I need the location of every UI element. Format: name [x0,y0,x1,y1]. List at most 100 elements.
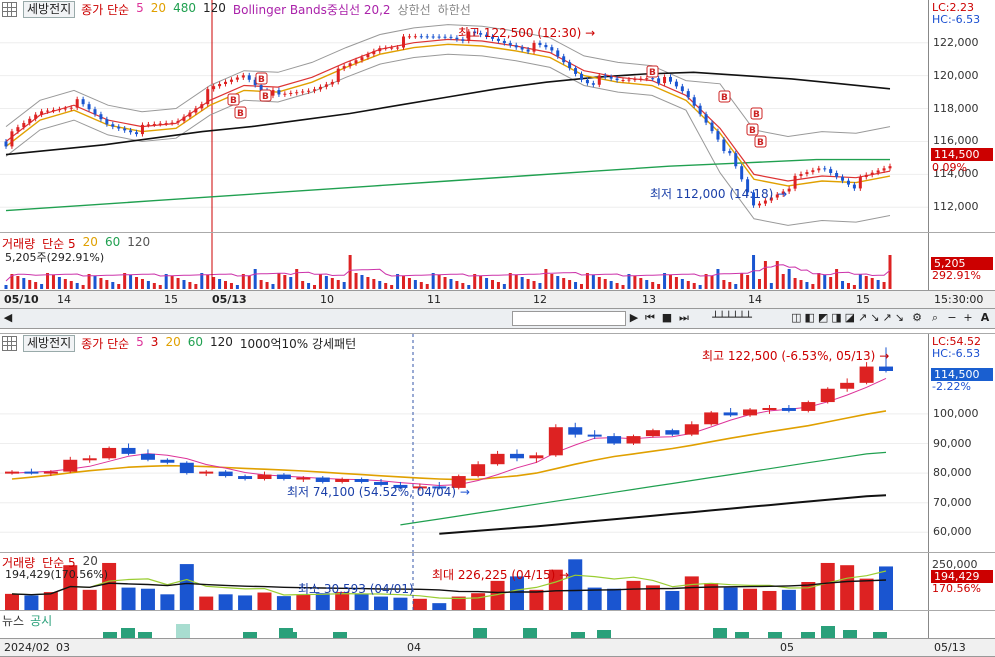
volume-bar [746,275,750,289]
volume-bar [63,565,78,610]
scroll-left-icon[interactable]: ◀ [3,311,13,324]
candle-body [336,68,340,82]
volume-bar [817,273,821,289]
volume-bar [841,281,845,289]
chart-grid-icon[interactable] [2,336,17,351]
candle-body [775,194,779,198]
volume-bar [200,273,204,289]
candle-body [615,78,619,81]
candle-body [69,107,73,109]
candle-body [579,73,583,80]
news-count-bar [843,630,857,638]
stock-name-chip[interactable]: 세방전지 [23,335,76,352]
date-axis-label: 2024/02 [4,641,50,654]
candle-body [520,47,524,50]
candle-body [704,114,708,123]
candle-body [301,91,305,93]
chart-toolbar: ◀ ▶ ⏮ ■ ⏭ ┴┴┴┴┴┴ ◫◧◩◨◪↗↘↗↘ ⚙ ⌕ − + A [0,309,995,329]
volume-bar [160,594,175,610]
candle-body [390,47,394,49]
volume-value: 5,205주(292.91%) [5,251,105,264]
candle-body [82,458,97,461]
zoom-slider[interactable]: ┴┴┴┴┴┴ [712,311,752,324]
volume-badge: 5,205 [931,257,993,270]
volume-bar [443,277,447,289]
candle-body [627,79,631,81]
volume-bar [639,278,643,289]
volume-bar [449,279,453,289]
candle-body [81,99,85,105]
font-size-icon[interactable]: A [980,311,990,324]
candle-body [626,436,641,444]
tab-news[interactable]: 뉴스 [2,614,25,628]
zoom-in-icon[interactable]: + [963,311,973,324]
search-icon[interactable]: ⌕ [931,311,939,324]
stop-icon[interactable]: ■ [661,311,673,324]
candle-body [496,38,500,41]
candle-body [146,124,150,126]
time-axis-label: 13 [642,293,656,306]
volume-bar [769,283,773,289]
volume-bar [674,277,678,289]
intraday-volume-pane: 거래량 단순 5 20 60 120 5,205주(292.91%) 5,205 292… [0,232,995,291]
candle-body [307,90,311,92]
stock-name-chip[interactable]: 세방전지 [23,1,76,18]
candle-body [710,122,714,132]
news-count-bar [176,624,190,638]
volume-bar [229,283,233,289]
tab-disclosure[interactable]: 공시 [30,614,53,628]
first-page-icon[interactable]: ⏮ [645,311,655,324]
candle-body [24,471,39,474]
candle-body [16,127,20,132]
volume-bar [728,282,732,289]
volume-bar [336,280,340,289]
candle-body [585,79,589,84]
candle-body [823,168,827,170]
buy-signal-marker [646,65,659,78]
chart-scrollbar[interactable] [512,311,626,326]
time-axis-label: 14 [748,293,762,306]
volume-bar [140,279,144,289]
volume-legend: 거래량 단순 5 20 [2,554,98,571]
volume-bar [591,275,595,289]
volume-bar [787,269,791,289]
candle-body [188,112,192,117]
candle-body [271,90,275,96]
current-price-badge: 114,500 [931,368,993,381]
candle-body [684,424,699,435]
price-axis-tick: 114,000 [933,167,979,181]
volume-bar [247,276,251,289]
candle-body [335,479,350,482]
candle-body [657,78,661,84]
volume-bar [238,595,253,610]
time-axis-label: 12 [533,293,547,306]
candle-body [859,366,874,383]
drawing-tools-icons[interactable]: ◫◧◩◨◪↗↘↗↘ [791,311,907,324]
volume-bar [111,282,115,289]
volume-bar [587,587,602,610]
volume-bar [384,283,388,289]
settings-icon[interactable]: ⚙ [912,311,922,324]
candle-body [835,172,839,177]
scroll-right-icon[interactable]: ▶ [629,311,639,324]
news-count-bar [597,630,611,638]
zoom-out-icon[interactable]: − [947,311,957,324]
last-page-icon[interactable]: ⏭ [679,311,689,324]
volume-bar [864,276,868,289]
volume-bar [645,280,649,289]
current-price-badge: 114,500 [931,148,993,161]
volume-bar [556,276,560,289]
top-legend-item: 20 [150,1,167,15]
candle-body [467,31,471,41]
candle-body [740,166,744,180]
candle-body [40,111,44,115]
volume-bar [24,595,39,610]
volume-bar [289,277,293,289]
candle-body [722,139,726,151]
candle-body [378,48,382,52]
buy-signal-label: B [721,93,728,103]
candle-body [746,179,750,193]
volume-bar [257,592,272,610]
chart-grid-icon[interactable] [2,2,17,17]
ma5-line [11,377,887,487]
